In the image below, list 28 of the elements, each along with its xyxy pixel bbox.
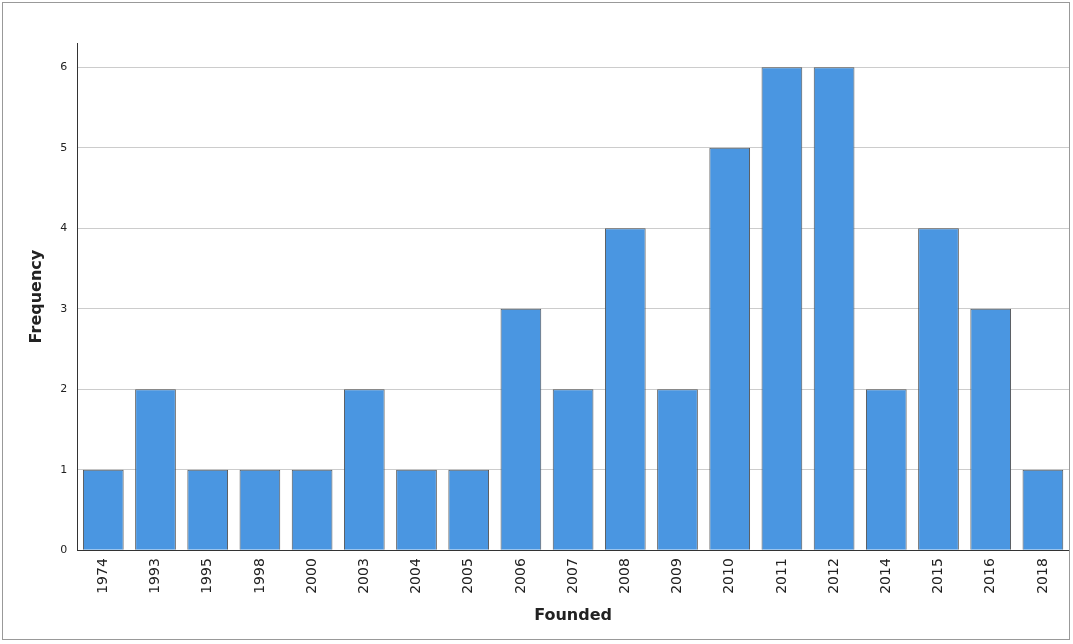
- x-tick-label: 2011: [772, 558, 789, 594]
- x-tick-label: 2015: [929, 558, 946, 594]
- y-tick-label: 2: [60, 382, 68, 396]
- x-tick-label: 2012: [824, 558, 841, 594]
- x-tick-label: 2018: [1033, 558, 1050, 594]
- x-tick-label: 1998: [250, 558, 267, 594]
- x-tick-label: 2009: [668, 558, 685, 594]
- y-axis-title: Frequency: [25, 249, 45, 344]
- x-tick-label: 2004: [407, 558, 424, 594]
- y-tick-label: 0: [60, 543, 68, 557]
- x-tick-label: 1995: [198, 558, 215, 594]
- x-tick-label: 1993: [146, 558, 163, 594]
- x-tick-label: 2016: [981, 558, 998, 594]
- x-tick-label: 2007: [563, 558, 580, 594]
- y-tick-label: 5: [60, 140, 68, 154]
- x-tick-label: 2010: [720, 558, 737, 594]
- x-axis-title: Founded: [534, 604, 613, 624]
- y-tick-label: 1: [60, 462, 68, 476]
- y-tick-label: 4: [60, 221, 68, 235]
- x-tick-label: 2000: [302, 558, 319, 594]
- x-tick-label: 2003: [354, 558, 371, 594]
- x-tick-label: 2008: [615, 558, 632, 594]
- y-tick-label: 6: [60, 60, 68, 74]
- x-tick-label: 2014: [876, 558, 893, 594]
- y-tick-label: 3: [60, 301, 68, 315]
- x-tick-label: 2005: [459, 558, 476, 594]
- x-tick-label: 2006: [511, 558, 528, 594]
- x-tick-label: 1974: [93, 558, 110, 594]
